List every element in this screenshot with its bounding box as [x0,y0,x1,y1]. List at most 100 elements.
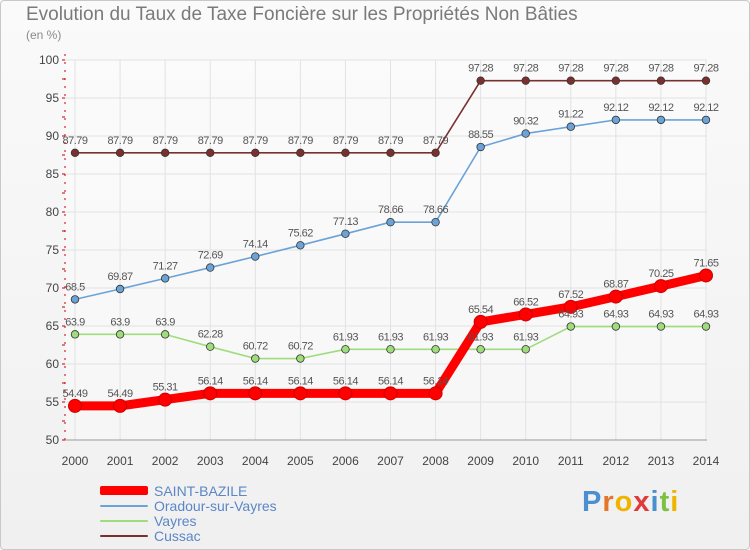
data-label: 74.14 [243,239,268,251]
data-point [701,76,711,85]
legend-label: SAINT-BAZILE [154,482,248,499]
data-label: 65.54 [468,304,493,316]
data-point [160,330,170,339]
legend-swatch [100,504,148,507]
data-point [160,148,170,157]
data-point [296,241,305,250]
data-label: 67.52 [558,289,583,301]
data-point [70,295,80,304]
data-point [476,142,485,152]
y-tick-label: 100 [39,53,59,67]
data-label: 87.79 [198,135,223,147]
x-tick-label: 2013 [648,454,675,468]
data-point [431,148,440,157]
chart-subtitle: (en %) [26,28,62,42]
data-label: 68.5 [65,281,85,293]
x-tick-label: 2007 [377,454,404,468]
data-point [701,322,711,331]
data-label: 97.28 [603,63,628,75]
data-label: 92.12 [693,102,718,114]
data-label: 61.93 [378,331,403,343]
data-label: 63.9 [110,316,130,328]
data-label: 78.66 [378,204,403,216]
data-point [206,263,215,272]
y-tick-label: 75 [46,243,60,257]
data-label: 88.55 [468,129,493,141]
data-label: 87.79 [153,135,178,147]
legend-swatch [100,519,148,522]
data-point [70,148,80,157]
data-point [293,386,308,401]
data-label: 56.14 [198,375,223,387]
x-tick-label: 2002 [152,454,179,468]
data-label: 64.93 [648,309,673,321]
legend-label: Cussac [154,527,201,544]
data-point [656,115,666,125]
data-label: 87.79 [108,135,133,147]
data-point [699,268,713,283]
data-label: 64.93 [603,309,628,321]
data-point [68,398,82,413]
data-point [341,229,350,239]
data-label: 87.79 [333,135,358,147]
data-label: 91.22 [558,109,583,121]
y-tick-label: 55 [46,395,60,409]
data-point [518,307,533,322]
data-label: 55.31 [153,382,178,394]
data-point [566,122,575,131]
data-label: 92.12 [603,102,628,114]
data-point [113,398,128,413]
data-point [70,330,80,339]
legend-item-saint-bazile: SAINT-BAZILE [100,482,277,499]
data-point [203,386,218,401]
x-tick-label: 2005 [287,454,314,468]
data-point [431,345,440,354]
data-label: 61.93 [333,331,358,343]
data-label: 56.14 [378,375,403,387]
data-label: 87.79 [423,135,448,147]
x-tick-label: 2009 [467,454,494,468]
data-point [206,148,215,157]
y-tick-label: 70 [46,281,60,295]
data-point [701,115,711,125]
data-point [386,345,395,354]
data-point [248,386,263,401]
legend: SAINT-BAZILE Oradour-sur-Vayres Vayres C… [100,482,277,544]
data-point [521,129,530,138]
data-label: 60.72 [288,341,313,353]
y-tick-label: 65 [46,319,60,333]
data-label: 61.93 [513,331,538,343]
x-tick-label: 2000 [62,454,89,468]
data-label: 87.79 [62,135,87,147]
data-point [251,354,260,363]
data-label: 97.28 [693,63,718,75]
data-point [386,217,395,227]
data-label: 68.87 [603,279,628,291]
data-point [431,217,440,227]
data-label: 62.28 [198,329,223,341]
data-label: 92.12 [648,102,673,114]
data-point [386,148,395,157]
legend-item-vayres: Vayres [100,513,277,529]
data-point [160,274,170,283]
data-label: 75.62 [288,227,313,239]
data-label: 63.9 [65,316,85,328]
data-label: 63.9 [155,316,175,328]
x-tick-label: 2004 [242,454,269,468]
data-label: 97.28 [468,63,493,75]
x-tick-label: 2011 [558,454,584,468]
data-label: 71.27 [153,260,178,272]
data-label: 77.13 [333,216,358,228]
data-point [611,115,621,125]
x-tick-label: 2010 [512,454,539,468]
data-label: 64.93 [558,309,583,321]
data-point [338,386,353,401]
data-point [383,386,398,401]
data-point [521,345,530,354]
data-point [653,279,668,294]
proxiti-logo: Proxiti [582,486,680,518]
data-point [566,76,575,85]
data-label: 60.72 [243,341,268,353]
data-point [476,76,485,85]
